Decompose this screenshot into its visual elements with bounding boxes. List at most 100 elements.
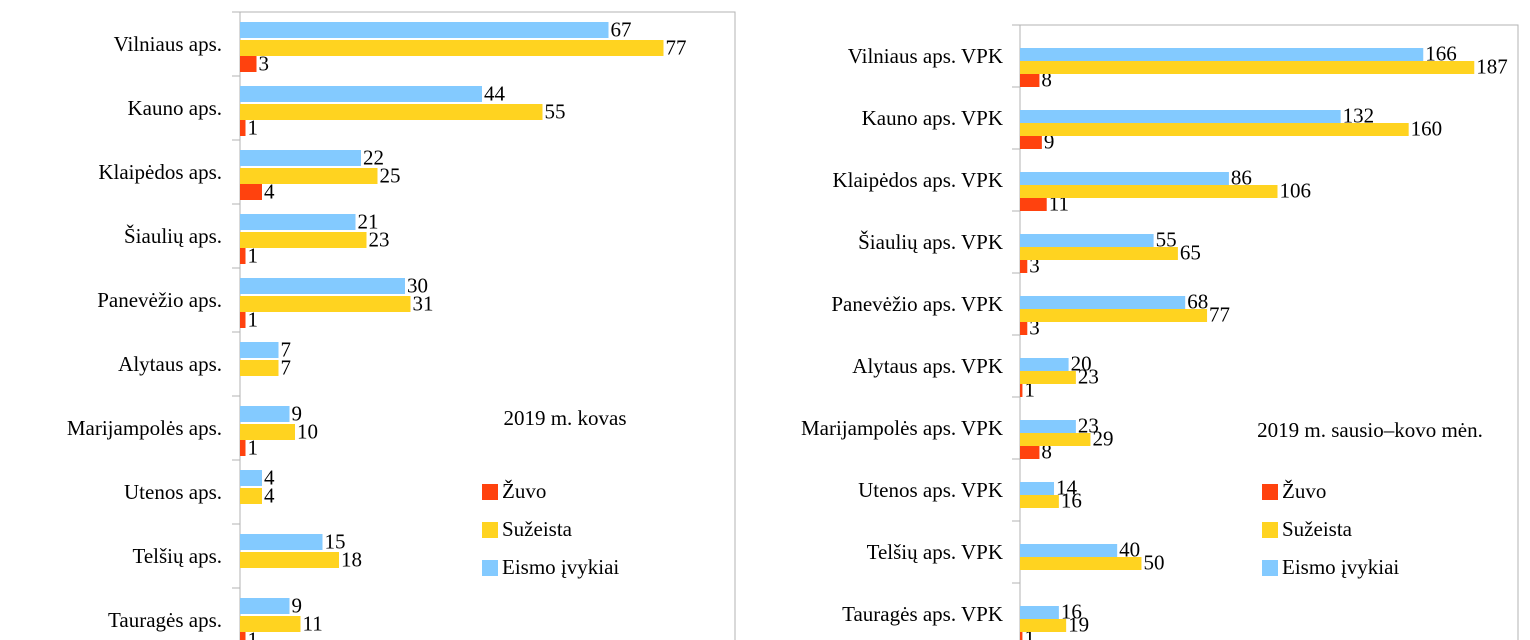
bar xyxy=(240,278,405,294)
bar xyxy=(1020,420,1076,433)
value-label: 20 xyxy=(1071,352,1092,376)
value-label: 18 xyxy=(341,547,362,571)
value-label: 29 xyxy=(1092,427,1113,451)
value-label: 77 xyxy=(1209,303,1230,327)
category-label: Panevėžio aps. VPK xyxy=(831,292,1003,316)
category-label: Telšių aps. xyxy=(132,544,222,568)
value-label: 30 xyxy=(407,273,428,297)
category-label: Marijampolės aps. xyxy=(67,416,222,440)
value-label: 3 xyxy=(259,51,270,75)
value-label: 4 xyxy=(264,465,275,489)
value-label: 31 xyxy=(413,291,434,315)
value-label: 68 xyxy=(1187,290,1208,314)
value-label: 4 xyxy=(264,179,275,203)
category-label: Vilniaus aps. VPK xyxy=(848,44,1003,68)
bar xyxy=(240,406,290,422)
value-label: 55 xyxy=(545,99,566,123)
value-label: 16 xyxy=(1061,600,1082,624)
value-label: 86 xyxy=(1231,166,1252,190)
category-label: Alytaus aps. xyxy=(118,352,222,376)
category-label: Vilniaus aps. xyxy=(114,32,222,56)
bar xyxy=(240,552,339,568)
bar xyxy=(240,342,279,358)
value-label: 10 xyxy=(297,419,318,443)
plot-frame xyxy=(240,11,736,640)
bar xyxy=(240,104,543,120)
category-label: Klaipėdos aps. VPK xyxy=(832,168,1003,192)
value-label: 7 xyxy=(281,355,292,379)
legend-swatch xyxy=(1262,484,1278,500)
bar xyxy=(240,214,356,230)
bar xyxy=(1020,260,1028,273)
category-label: Tauragės aps. VPK xyxy=(842,602,1003,626)
legend-label: Sužeista xyxy=(1282,517,1353,541)
value-label: 132 xyxy=(1343,104,1375,128)
bar xyxy=(1020,296,1186,309)
bar xyxy=(1020,172,1229,185)
bar xyxy=(240,424,295,440)
value-label: 22 xyxy=(363,145,384,169)
legend-label: Žuvo xyxy=(502,479,546,503)
value-label: 3 xyxy=(1029,254,1040,278)
bar xyxy=(240,120,246,136)
bar xyxy=(1020,74,1040,87)
bar xyxy=(1020,606,1059,619)
value-label: 1 xyxy=(248,627,259,640)
bar xyxy=(240,168,378,184)
bar xyxy=(240,312,246,328)
value-label: 50 xyxy=(1143,551,1164,575)
value-label: 65 xyxy=(1180,241,1201,265)
value-label: 1 xyxy=(248,435,259,459)
annotation: 2019 m. kovas xyxy=(503,406,626,430)
bar xyxy=(1020,544,1118,557)
category-label: Telšių aps. VPK xyxy=(867,540,1003,564)
bar xyxy=(1020,371,1076,384)
value-label: 1 xyxy=(248,115,259,139)
bar xyxy=(240,232,367,248)
value-label: 44 xyxy=(484,81,506,105)
legend-swatch xyxy=(482,522,498,538)
category-label: Utenos aps. VPK xyxy=(858,478,1003,502)
value-label: 1 xyxy=(1024,378,1035,402)
value-label: 67 xyxy=(611,17,632,41)
bar xyxy=(240,488,262,504)
value-label: 166 xyxy=(1425,42,1457,66)
value-label: 15 xyxy=(325,529,346,553)
value-label: 4 xyxy=(264,483,275,507)
category-label: Panevėžio aps. xyxy=(97,288,222,312)
bar xyxy=(240,470,262,486)
value-label: 40 xyxy=(1119,538,1140,562)
legend-swatch xyxy=(482,560,498,576)
bar xyxy=(1020,123,1409,136)
bar xyxy=(240,534,323,550)
bar xyxy=(240,296,411,312)
bar xyxy=(1020,358,1069,371)
value-label: 9 xyxy=(292,593,303,617)
annotation: 2019 m. sausio–kovo mėn. xyxy=(1257,418,1483,442)
value-label: 8 xyxy=(1041,440,1052,464)
value-label: 77 xyxy=(666,35,687,59)
value-label: 23 xyxy=(369,227,390,251)
bar xyxy=(240,616,301,632)
value-label: 11 xyxy=(303,611,323,635)
bar xyxy=(240,86,482,102)
bar xyxy=(240,440,246,456)
category-label: Utenos aps. xyxy=(124,480,222,504)
value-label: 55 xyxy=(1156,228,1177,252)
value-label: 25 xyxy=(380,163,401,187)
bar xyxy=(1020,482,1055,495)
bar xyxy=(240,56,257,72)
category-label: Marijampolės aps. VPK xyxy=(801,416,1003,440)
bar xyxy=(1020,234,1154,247)
plot-frame xyxy=(1020,24,1519,640)
value-label: 3 xyxy=(1029,316,1040,340)
category-label: Klaipėdos aps. xyxy=(98,160,222,184)
bar xyxy=(240,248,246,264)
legend-label: Eismo įvykiai xyxy=(1282,555,1399,579)
legend-swatch xyxy=(1262,560,1278,576)
bar xyxy=(1020,495,1059,508)
bar xyxy=(240,632,246,640)
bar xyxy=(1020,446,1040,459)
value-label: 8 xyxy=(1041,68,1052,92)
value-label: 9 xyxy=(1044,130,1055,154)
